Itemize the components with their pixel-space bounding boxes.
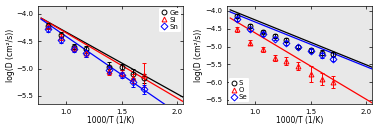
X-axis label: 1000/T (1/K): 1000/T (1/K) [276,116,323,125]
Legend: Ge, Si, Sn: Ge, Si, Sn [160,8,181,32]
Y-axis label: log(D (cm²/s)): log(D (cm²/s)) [195,28,203,81]
X-axis label: 1000/T (1/K): 1000/T (1/K) [87,116,134,125]
Legend: S, O, Se: S, O, Se [229,78,249,102]
Y-axis label: log(D (cm²/s)): log(D (cm²/s)) [6,28,15,81]
